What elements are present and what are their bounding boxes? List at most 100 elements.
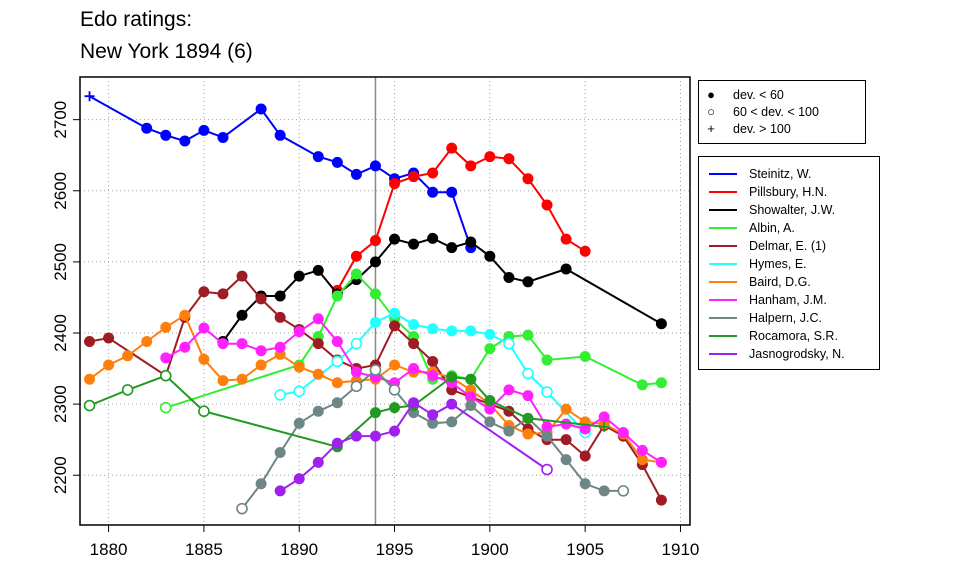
series-legend-item: Jasnogrodsky, N.	[699, 346, 845, 362]
x-tick-label: 1910	[662, 540, 700, 559]
data-point	[560, 263, 572, 275]
data-point	[541, 421, 553, 433]
data-point	[541, 430, 553, 442]
series-legend-item: Baird, D.G.	[699, 274, 811, 290]
data-point	[350, 268, 362, 280]
data-point	[160, 321, 172, 333]
data-point	[465, 160, 477, 172]
data-point	[331, 156, 343, 168]
marker-legend-item: + dev. > 100	[699, 121, 791, 137]
data-point	[331, 336, 343, 348]
series-line	[222, 237, 662, 343]
data-point	[446, 371, 458, 383]
data-point	[350, 380, 363, 393]
plot-frame	[79, 76, 691, 526]
y-tick-label: 2600	[51, 172, 70, 210]
data-point	[350, 337, 363, 350]
data-point	[503, 425, 515, 437]
data-point	[121, 384, 134, 396]
data-point	[369, 407, 381, 419]
data-point	[636, 454, 648, 466]
data-point	[484, 416, 496, 428]
data-point	[312, 368, 324, 380]
data-point	[141, 336, 153, 348]
data-point	[541, 354, 553, 366]
y-tick-label: 2500	[51, 243, 70, 281]
data-point	[274, 485, 286, 497]
data-point	[274, 129, 286, 141]
data-point	[465, 325, 477, 337]
data-point	[293, 417, 305, 429]
data-point	[560, 454, 572, 466]
series-legend-label: Rocamora, S.R.	[749, 329, 838, 343]
data-point	[236, 309, 248, 321]
data-point	[83, 399, 96, 412]
y-tick-label: 2200	[51, 456, 70, 494]
series-legend-swatch	[709, 263, 737, 265]
data-point	[293, 270, 305, 282]
data-point	[484, 328, 496, 340]
data-point	[236, 502, 248, 515]
marker-legend: ● dev. < 60 ○ 60 < dev. < 100 + dev. > 100	[698, 80, 866, 144]
series-legend-item: Rocamora, S.R.	[699, 328, 838, 344]
series-legend-item: Albin, A.	[699, 220, 795, 236]
data-point	[312, 405, 324, 417]
data-point	[84, 373, 96, 385]
series-legend-swatch	[709, 317, 737, 319]
series-legend-label: Steinitz, W.	[749, 167, 812, 181]
data-point	[198, 286, 210, 298]
data-point	[465, 373, 477, 385]
marker-legend-label: dev. > 100	[733, 122, 791, 136]
x-tick-label: 1885	[185, 540, 223, 559]
data-point	[636, 379, 648, 391]
data-point	[389, 178, 401, 190]
data-point	[446, 242, 458, 254]
series-legend-swatch	[709, 191, 737, 193]
data-point	[312, 264, 324, 276]
chart-title-line-1: Edo ratings:	[80, 8, 193, 31]
data-point	[541, 199, 553, 211]
data-point	[522, 428, 534, 440]
series-legend-label: Hymes, E.	[749, 257, 807, 271]
marker-symbol-icon: ○	[707, 104, 715, 119]
data-point	[560, 403, 572, 415]
series-legend-swatch	[709, 281, 737, 283]
data-point	[312, 313, 324, 325]
data-point	[217, 288, 229, 300]
series-legend-label: Albin, A.	[749, 221, 795, 235]
data-point	[255, 478, 267, 490]
data-point	[236, 373, 248, 385]
data-point	[159, 401, 172, 414]
data-point	[522, 173, 534, 185]
data-point	[369, 256, 381, 268]
data-point	[293, 326, 305, 338]
data-point	[446, 416, 458, 428]
data-point	[465, 400, 477, 412]
series-legend-item: Hymes, E.	[699, 256, 807, 272]
data-point	[503, 384, 515, 396]
data-point	[484, 343, 496, 355]
data-point	[160, 352, 172, 364]
data-point	[312, 151, 324, 163]
series-legend-swatch	[709, 353, 737, 355]
data-point	[369, 316, 381, 328]
data-point	[617, 427, 629, 439]
data-point	[274, 290, 286, 302]
data-point	[617, 485, 630, 497]
data-point	[541, 463, 553, 476]
series-legend-label: Baird, D.G.	[749, 275, 811, 289]
series-legend-label: Showalter, J.W.	[749, 203, 836, 217]
data-point	[427, 355, 439, 367]
data-point	[217, 338, 229, 350]
marker-legend-label: 60 < dev. < 100	[733, 105, 819, 119]
series-legend-item: Halpern, J.C.	[699, 310, 822, 326]
data-point	[255, 293, 267, 305]
series-legend-label: Hanham, J.M.	[749, 293, 827, 307]
data-point	[369, 288, 381, 300]
series-legend-swatch	[709, 335, 737, 337]
data-point	[598, 411, 610, 423]
series-legend-label: Pillsbury, H.N.	[749, 185, 828, 199]
data-point	[427, 370, 439, 382]
marker-legend-item: ○ 60 < dev. < 100	[699, 104, 819, 120]
marker-legend-label: dev. < 60	[733, 88, 784, 102]
